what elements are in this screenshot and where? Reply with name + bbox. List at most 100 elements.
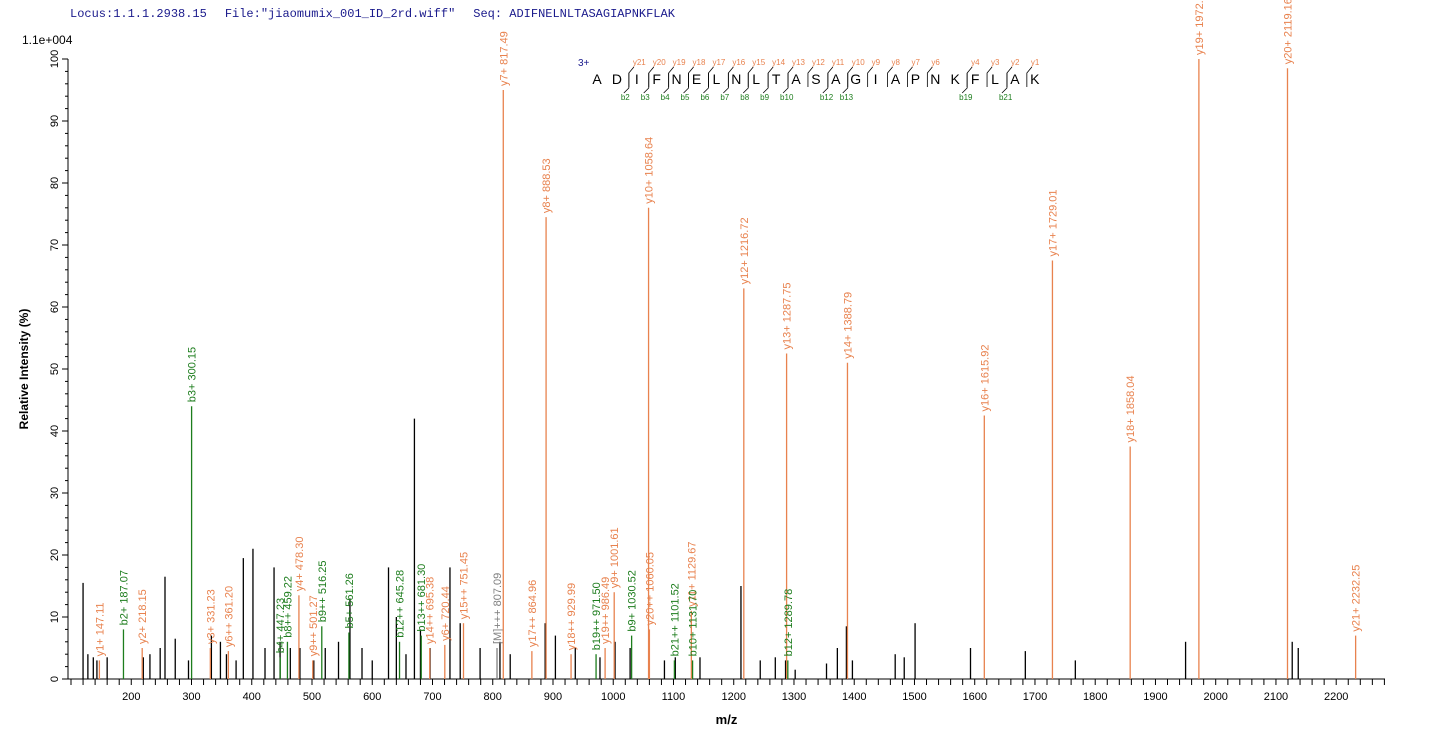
x-tick-label: 1800 <box>1083 691 1107 703</box>
b-ion-label: b13++ 681.30 <box>416 564 428 632</box>
b-ion-label: b2+ 187.07 <box>118 570 130 625</box>
b-ion-index: b10 <box>780 93 794 102</box>
y-tick-label: 40 <box>49 425 61 437</box>
y-cleavage-mark <box>628 66 635 87</box>
x-tick-label: 2100 <box>1264 691 1288 703</box>
b-cleavage-mark <box>703 73 709 94</box>
b-ion-label: b10+ 1131.70 <box>688 590 700 657</box>
sequence-residue: K <box>951 71 961 87</box>
y-ion-index: y20 <box>653 58 666 67</box>
b-ion-label: b4+ 447.23 <box>275 598 287 653</box>
x-tick-label: 500 <box>303 691 321 703</box>
b-ion-label: b21++ 1101.52 <box>669 583 681 656</box>
y-ion-label: y7+ 817.49 <box>498 31 510 86</box>
b-ion-label: b8++ 459.22 <box>282 576 294 638</box>
x-tick-label: 2000 <box>1203 691 1227 703</box>
y-ion-label: y10+ 1058.64 <box>644 137 656 204</box>
y-ion-label: y16+ 1615.92 <box>979 345 991 412</box>
b-ion-index: b21 <box>999 93 1013 102</box>
x-tick-label: 1600 <box>962 691 986 703</box>
y-ion-index: y17 <box>712 58 725 67</box>
y-cleavage-mark <box>867 66 873 87</box>
y-ion-label: y12+ 1216.72 <box>739 217 751 284</box>
sequence-residue: A <box>592 71 602 87</box>
y-ion-label: y3+ 331.23 <box>205 589 217 644</box>
b-ion-index: b9 <box>760 93 769 102</box>
b-cleavage-mark <box>762 73 769 94</box>
y-ion-label: y19+ 1972.09 <box>1194 0 1206 55</box>
y-ion-label: y2+ 218.15 <box>137 589 149 644</box>
b-cleavage-mark <box>723 73 729 94</box>
y-ion-index: y18 <box>693 58 706 67</box>
spectrum-header: Locus:1.1.1.2938.15 File:"jiaomumix_001_I… <box>70 7 693 21</box>
y-ion-label: y6++ 361.20 <box>223 586 235 647</box>
b-cleavage-mark <box>1001 73 1008 94</box>
y-tick-label: 100 <box>49 50 61 68</box>
y-ion-label: y9++ 501.27 <box>308 595 320 656</box>
y-ion-label: y9+ 1001.61 <box>609 527 621 588</box>
sequence-residue: E <box>692 71 701 87</box>
sequence-residue: I <box>874 71 878 87</box>
sequence-residue: F <box>652 71 661 87</box>
x-tick-label: 300 <box>182 691 200 703</box>
sequence-residue: D <box>612 71 622 87</box>
y-cleavage-mark <box>926 66 933 87</box>
y-ion-index: y19 <box>673 58 686 67</box>
b-ion-index: b19 <box>959 93 973 102</box>
y-ion-index: y7 <box>911 58 920 67</box>
b-ion-label: b3+ 300.15 <box>187 347 199 402</box>
b-ion-index: b13 <box>840 93 854 102</box>
x-tick-label: 1300 <box>782 691 806 703</box>
b-ion-index: b7 <box>720 93 729 102</box>
y-ion-label: y6+ 720.44 <box>440 586 452 641</box>
b-cleavage-mark <box>822 73 829 94</box>
x-axis-title: m/z <box>716 712 738 727</box>
b-ion-label: b9+ 1030.52 <box>627 570 639 631</box>
y-ion-index: y10 <box>852 58 865 67</box>
b-cleavage-mark <box>683 73 689 94</box>
y-ion-label: y8+ 888.53 <box>541 158 553 213</box>
y-ion-label: y20+ 2119.16 <box>1282 0 1294 64</box>
sequence-residue: K <box>1030 71 1040 87</box>
y-ion-label: y14++ 695.38 <box>425 577 437 644</box>
y-ion-label: y19++ 986.49 <box>600 577 612 644</box>
y-tick-label: 70 <box>49 239 61 251</box>
sequence-residue: P <box>911 71 920 87</box>
y-tick-label: 10 <box>49 611 61 623</box>
y-ion-index: y13 <box>792 58 805 67</box>
x-tick-label: 1200 <box>721 691 745 703</box>
b-ion-label: b19++ 971.50 <box>591 582 603 650</box>
y-tick-label: 20 <box>49 549 61 561</box>
b-cleavage-mark <box>742 73 749 94</box>
x-tick-label: 1100 <box>662 691 686 703</box>
x-tick-label: 800 <box>484 691 502 703</box>
charge-state: 3+ <box>578 58 590 69</box>
locus-label: Locus:1.1.1.2938.15 <box>70 7 207 21</box>
sequence-residue: T <box>772 71 781 87</box>
b-ion-index: b12 <box>820 93 834 102</box>
file-label: File:"jiaomumix_001_ID_2rd.wiff" <box>224 7 456 21</box>
scale-label: 1.1e+004 <box>22 33 73 47</box>
y-ion-label: y17++ 864.96 <box>527 580 539 647</box>
y-ion-index: y16 <box>732 58 745 67</box>
b-ion-index: b8 <box>740 93 749 102</box>
b-cleavage-mark <box>961 73 968 94</box>
y-ion-label: y4+ 478.30 <box>294 537 306 592</box>
sequence-residue: N <box>731 71 741 87</box>
sequence-residue: S <box>811 71 820 87</box>
y-ion-index: y14 <box>772 58 785 67</box>
y-tick-label: 30 <box>49 487 61 499</box>
y-ion-label: y15++ 751.45 <box>458 552 470 619</box>
y-ion-label: y14+ 1388.79 <box>842 292 854 359</box>
x-tick-label: 1000 <box>601 691 625 703</box>
m-ion-label: [M]+++ 807.09 <box>492 573 504 644</box>
b-cleavage-mark <box>842 73 849 94</box>
x-tick-label: 400 <box>243 691 261 703</box>
y-ion-index: y8 <box>892 58 901 67</box>
y-ion-index: y21 <box>633 58 646 67</box>
y-cleavage-mark <box>986 66 993 87</box>
x-tick-label: 200 <box>122 691 140 703</box>
sequence-residue: F <box>971 71 980 87</box>
sequence-residue: A <box>891 71 901 87</box>
y-ion-index: y11 <box>832 58 845 67</box>
